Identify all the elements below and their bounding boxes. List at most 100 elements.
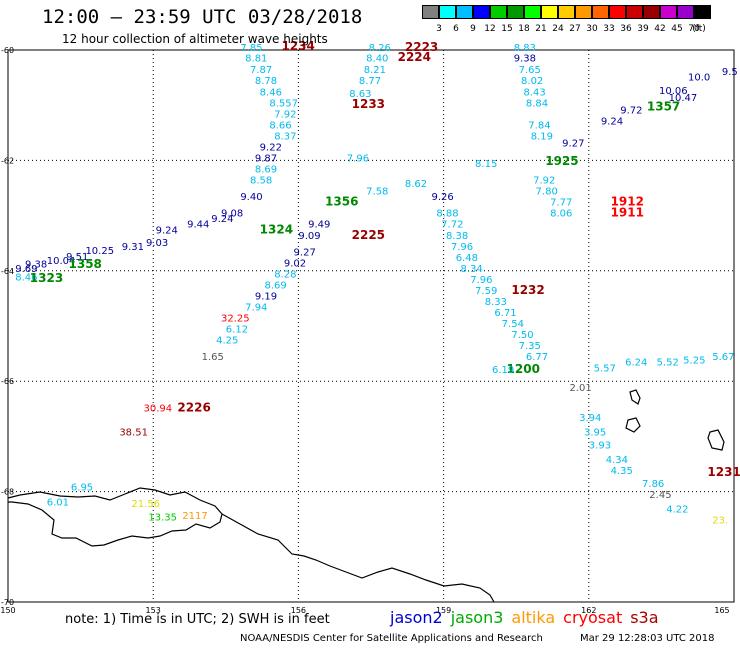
wave-height-label: 8.83: [514, 43, 536, 54]
wave-height-label: 8.78: [255, 76, 277, 87]
color-scale-swatch: [660, 5, 677, 19]
color-scale-label: 3: [436, 24, 442, 34]
color-scale-swatch: [592, 5, 609, 19]
wave-height-label: 6.24: [625, 358, 647, 369]
wave-height-label: 1925: [545, 154, 578, 168]
wave-height-label: 1234: [281, 39, 314, 53]
wave-height-label: 7.54: [502, 319, 524, 330]
color-scale-swatch: [456, 5, 473, 19]
wave-height-label: 9.40: [240, 192, 262, 203]
wave-height-label: 1233: [352, 97, 385, 111]
wave-height-label: 8.02: [521, 76, 543, 87]
wave-height-label: 8.46: [260, 87, 282, 98]
wave-height-label: 9.26: [432, 192, 454, 203]
color-scale-label: 30: [586, 24, 598, 34]
wave-height-label: 8.84: [526, 98, 548, 109]
lon-tick-label: 162: [581, 606, 596, 615]
wave-height-label: 5.57: [594, 363, 616, 374]
color-scale-label: 42: [654, 24, 666, 34]
wave-height-label: 7.58: [366, 187, 388, 198]
coastline: [7, 389, 725, 603]
color-scale-label: 24: [552, 24, 564, 34]
wave-height-label: 13.35: [148, 512, 177, 523]
island-2: [625, 417, 641, 433]
wave-height-label: 7.92: [533, 176, 555, 187]
map-frame: [7, 49, 735, 603]
wave-height-label: 9.24: [211, 214, 233, 225]
wave-height-label: 7.59: [475, 286, 497, 297]
wave-height-label: 9.24: [601, 117, 623, 128]
wave-height-label: 4.34: [606, 455, 628, 466]
wave-height-label: 9.51: [66, 252, 88, 263]
wave-height-label: 9.22: [260, 142, 282, 153]
wave-height-label: 9.38: [514, 54, 536, 65]
wave-height-label: 8.06: [550, 209, 572, 220]
wave-height-label: 8.38: [446, 231, 468, 242]
color-scale-swatch: [422, 5, 439, 19]
wave-height-label: 1912: [611, 195, 644, 209]
wave-height-label: 8.37: [274, 131, 296, 142]
wave-height-label: 6.95: [71, 482, 93, 493]
color-scale-swatch: [575, 5, 592, 19]
color-scale-swatch: [473, 5, 490, 19]
wave-height-label: 8.34: [461, 264, 483, 275]
legend-s3a: s3a: [630, 608, 659, 627]
wave-height-label: 3.94: [579, 413, 601, 424]
wave-height-label: 2224: [398, 50, 431, 64]
color-scale-swatch: [694, 5, 711, 19]
wave-height-label: 9.5: [722, 67, 738, 78]
wave-height-label: 2.45: [649, 490, 671, 501]
wave-height-label: 23.: [712, 516, 728, 527]
wave-height-label: 32.25: [221, 314, 250, 325]
color-scale-label: 9: [470, 24, 476, 34]
wave-height-label: 1357: [647, 100, 680, 114]
wave-height-label: 7.96: [347, 154, 369, 165]
color-scale-label: 39: [637, 24, 649, 34]
wave-height-label: 21.56: [131, 499, 160, 510]
latitude-tick-labels: -60 -62 -64 -66 -68 -70: [1, 46, 14, 607]
wave-height-label: 1232: [511, 283, 544, 297]
wave-height-label: 2225: [352, 228, 385, 242]
wave-height-label: 2223: [405, 40, 438, 54]
color-scale-swatch: [507, 5, 524, 19]
wave-height-label: 38.51: [119, 427, 148, 438]
wave-height-label: 8.19: [531, 131, 553, 142]
lat-tick-label: -60: [1, 46, 14, 55]
color-scale-swatch: [490, 5, 507, 19]
wave-height-label: 9.09: [298, 231, 320, 242]
wave-height-label: 9.72: [620, 105, 642, 116]
wave-height-label: 7.77: [550, 198, 572, 209]
wave-height-label: 9.27: [562, 139, 584, 150]
lon-tick-label: 150: [0, 606, 15, 615]
wave-height-label: 8.62: [405, 179, 427, 190]
color-scale-swatch: [677, 5, 694, 19]
longitude-tick-labels: 150 153 156 159 162 165: [0, 606, 729, 615]
wave-height-label: 9.31: [122, 242, 144, 253]
color-scale-label: 36: [620, 24, 632, 34]
wave-height-label: 4.22: [666, 505, 688, 516]
wave-height-label: 7.85: [240, 43, 262, 54]
wave-height-label: 8.81: [245, 54, 267, 65]
wave-height-label: 8.21: [364, 65, 386, 76]
wave-height-label: 8.46: [15, 273, 37, 284]
wave-height-label: 8.43: [523, 87, 545, 98]
wave-height-label: 9.08: [221, 209, 243, 220]
wave-height-label: 1324: [260, 222, 293, 236]
wave-height-label: 1323: [30, 271, 63, 285]
color-scale-label: 6: [453, 24, 459, 34]
lat-tick-label: -66: [1, 377, 14, 386]
wave-height-label: 9.02: [284, 258, 306, 269]
lat-tick-label: -68: [1, 488, 14, 497]
legend-jason2: jason2: [390, 608, 443, 627]
wave-height-label: 5.52: [657, 358, 679, 369]
color-scale-label: 18: [518, 24, 530, 34]
wave-height-label: 8.77: [359, 76, 381, 87]
wave-height-label: 1200: [507, 362, 540, 376]
wave-height-label: 8.26: [369, 43, 391, 54]
wave-height-label: 6.01: [47, 497, 69, 508]
wave-height-labels: 7.85 12348.817.878.788.468.5577.928.668.3…: [15, 39, 740, 527]
wave-height-label: 7.65: [519, 65, 541, 76]
lat-tick-label: -64: [1, 267, 14, 276]
color-scale-label: 27: [569, 24, 581, 34]
